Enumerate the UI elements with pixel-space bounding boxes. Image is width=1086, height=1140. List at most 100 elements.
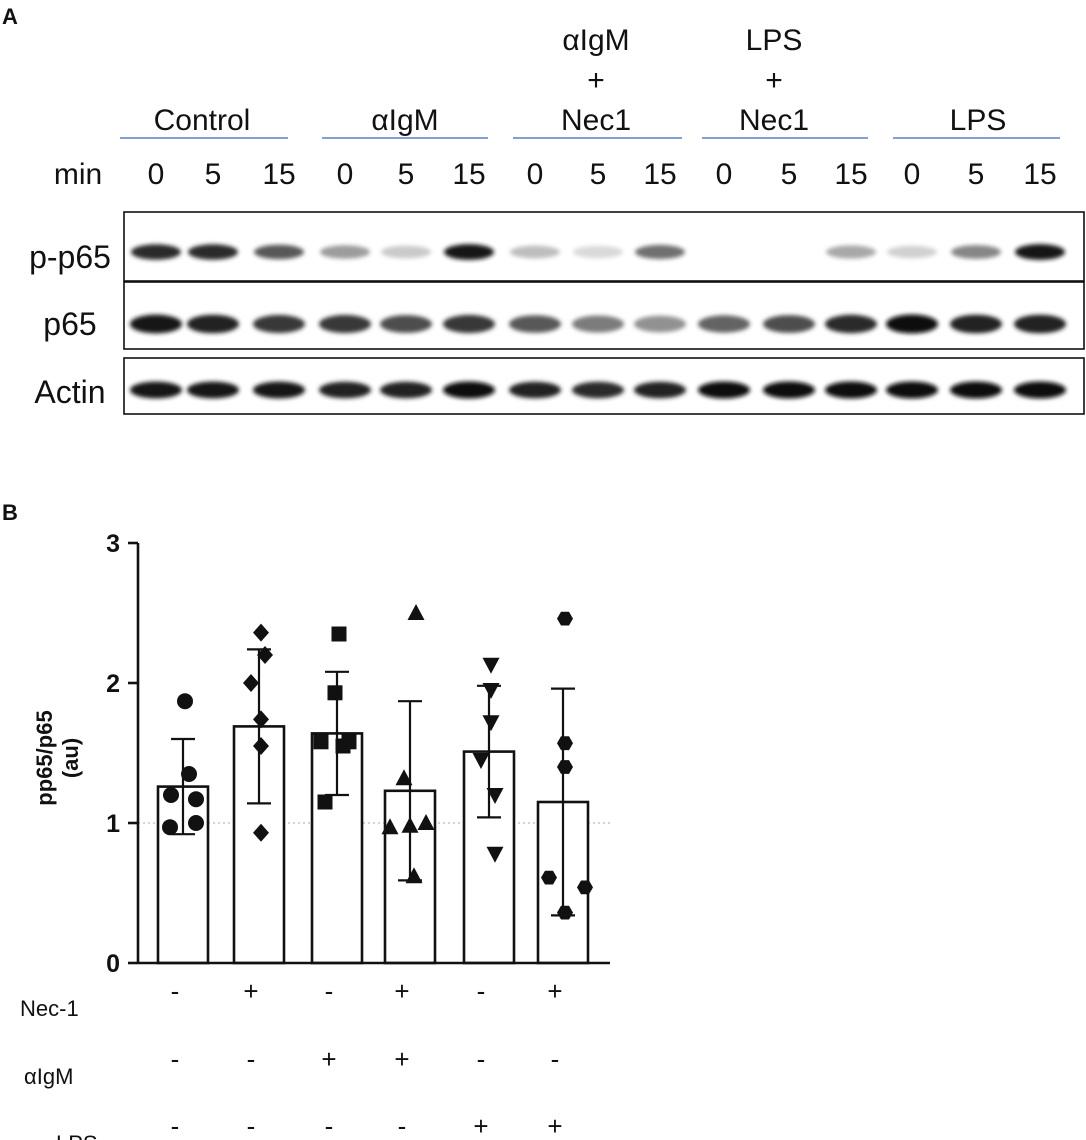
treatment-sign: +: [394, 1044, 409, 1074]
timepoint-label: 0: [337, 158, 354, 191]
point-circle: [162, 819, 178, 836]
treatment-sign: -: [477, 976, 486, 1006]
timepoint-label: 15: [643, 158, 676, 191]
timepoint-label: 0: [716, 158, 733, 191]
point-diamond: [253, 623, 269, 642]
band: [950, 314, 1002, 334]
treatment-label: LPS: [56, 1131, 98, 1140]
panel-a-letter: A: [2, 4, 18, 29]
point-triangle-down: [482, 657, 500, 674]
band: [1014, 314, 1066, 334]
point-triangle-up: [407, 604, 425, 620]
point-circle: [177, 693, 193, 710]
row-label-0: p-p65: [29, 239, 111, 275]
point-square: [341, 734, 357, 750]
band: [130, 314, 182, 334]
group-label: αIgM: [562, 24, 629, 57]
treatment-sign: +: [547, 1111, 562, 1140]
row-label-1: p65: [43, 306, 96, 342]
band: [130, 381, 182, 399]
point-hexagon: [541, 870, 557, 885]
group-label: LPS: [950, 104, 1007, 137]
band: [443, 314, 495, 334]
group-label: Control: [154, 104, 251, 137]
group-label: +: [765, 64, 783, 97]
bar: [383, 789, 437, 965]
bar: [310, 732, 364, 965]
timepoint-label: 5: [398, 158, 415, 191]
band: [951, 245, 1001, 259]
band: [380, 381, 432, 399]
point-square: [327, 685, 343, 701]
point-diamond: [257, 646, 273, 664]
treatment-label: Nec-1: [20, 996, 79, 1021]
treatment-sign: -: [171, 976, 180, 1006]
treatment-sign: -: [171, 1111, 180, 1140]
band: [319, 381, 371, 399]
band: [1015, 244, 1065, 260]
bar: [536, 800, 590, 965]
band: [443, 381, 495, 399]
bar: [462, 750, 516, 965]
point-triangle-up: [395, 769, 413, 786]
band: [886, 314, 938, 334]
band: [444, 244, 494, 260]
point-triangle-up: [381, 818, 399, 835]
timepoint-label: 15: [262, 158, 295, 191]
band: [698, 381, 750, 399]
point-diamond: [253, 823, 269, 842]
band: [763, 381, 815, 399]
treatment-sign: -: [325, 1111, 334, 1140]
band: [509, 381, 561, 399]
row-label-2: Actin: [34, 374, 105, 410]
band: [634, 315, 686, 333]
group-label: LPS: [746, 24, 803, 57]
y-tick-label: 0: [106, 950, 120, 978]
band: [572, 381, 624, 399]
band: [573, 245, 623, 259]
band: [253, 381, 305, 399]
point-square: [335, 738, 351, 754]
point-triangle-up: [417, 814, 435, 830]
point-hexagon: [557, 611, 573, 626]
band: [825, 381, 877, 399]
point-circle: [188, 791, 204, 808]
timepoint-label: 5: [781, 158, 798, 191]
band: [510, 245, 560, 259]
band: [887, 245, 937, 259]
y-tick-label: 1: [106, 810, 120, 838]
treatment-sign: -: [247, 1111, 256, 1140]
timepoint-label: 5: [205, 158, 222, 191]
band: [698, 315, 750, 333]
y-tick-label: 2: [106, 670, 120, 698]
point-triangle-down: [482, 683, 500, 699]
timepoint-label: 5: [968, 158, 985, 191]
timepoint-label: 15: [834, 158, 867, 191]
band: [1014, 381, 1066, 399]
point-circle: [188, 815, 204, 831]
point-square: [313, 734, 329, 750]
timepoint-label: 0: [148, 158, 165, 191]
treatment-sign: +: [547, 976, 562, 1006]
treatment-label: αIgM: [24, 1064, 73, 1089]
band: [950, 381, 1002, 399]
timepoint-label: 15: [452, 158, 485, 191]
treatment-sign: +: [473, 1111, 488, 1140]
time-label: min: [54, 158, 102, 191]
band: [635, 244, 685, 260]
treatment-sign: -: [398, 1111, 407, 1140]
band: [886, 381, 938, 399]
treatment-sign: -: [247, 1044, 256, 1074]
point-diamond: [253, 737, 269, 755]
panel-b-letter: B: [2, 500, 18, 525]
point-diamond: [243, 674, 259, 692]
timepoint-label: 5: [590, 158, 607, 191]
y-tick-label: 3: [106, 530, 120, 558]
band: [634, 381, 686, 399]
treatment-sign: -: [171, 1044, 180, 1074]
point-triangle-down: [472, 753, 490, 769]
bar: [232, 725, 286, 965]
point-triangle-down: [482, 715, 500, 732]
western-blot-panel: Control αIgM αIgM + Nec1 LPS + Nec1 LPS min 0 5 15 0 5…: [29, 24, 1085, 415]
point-hexagon: [557, 736, 573, 751]
